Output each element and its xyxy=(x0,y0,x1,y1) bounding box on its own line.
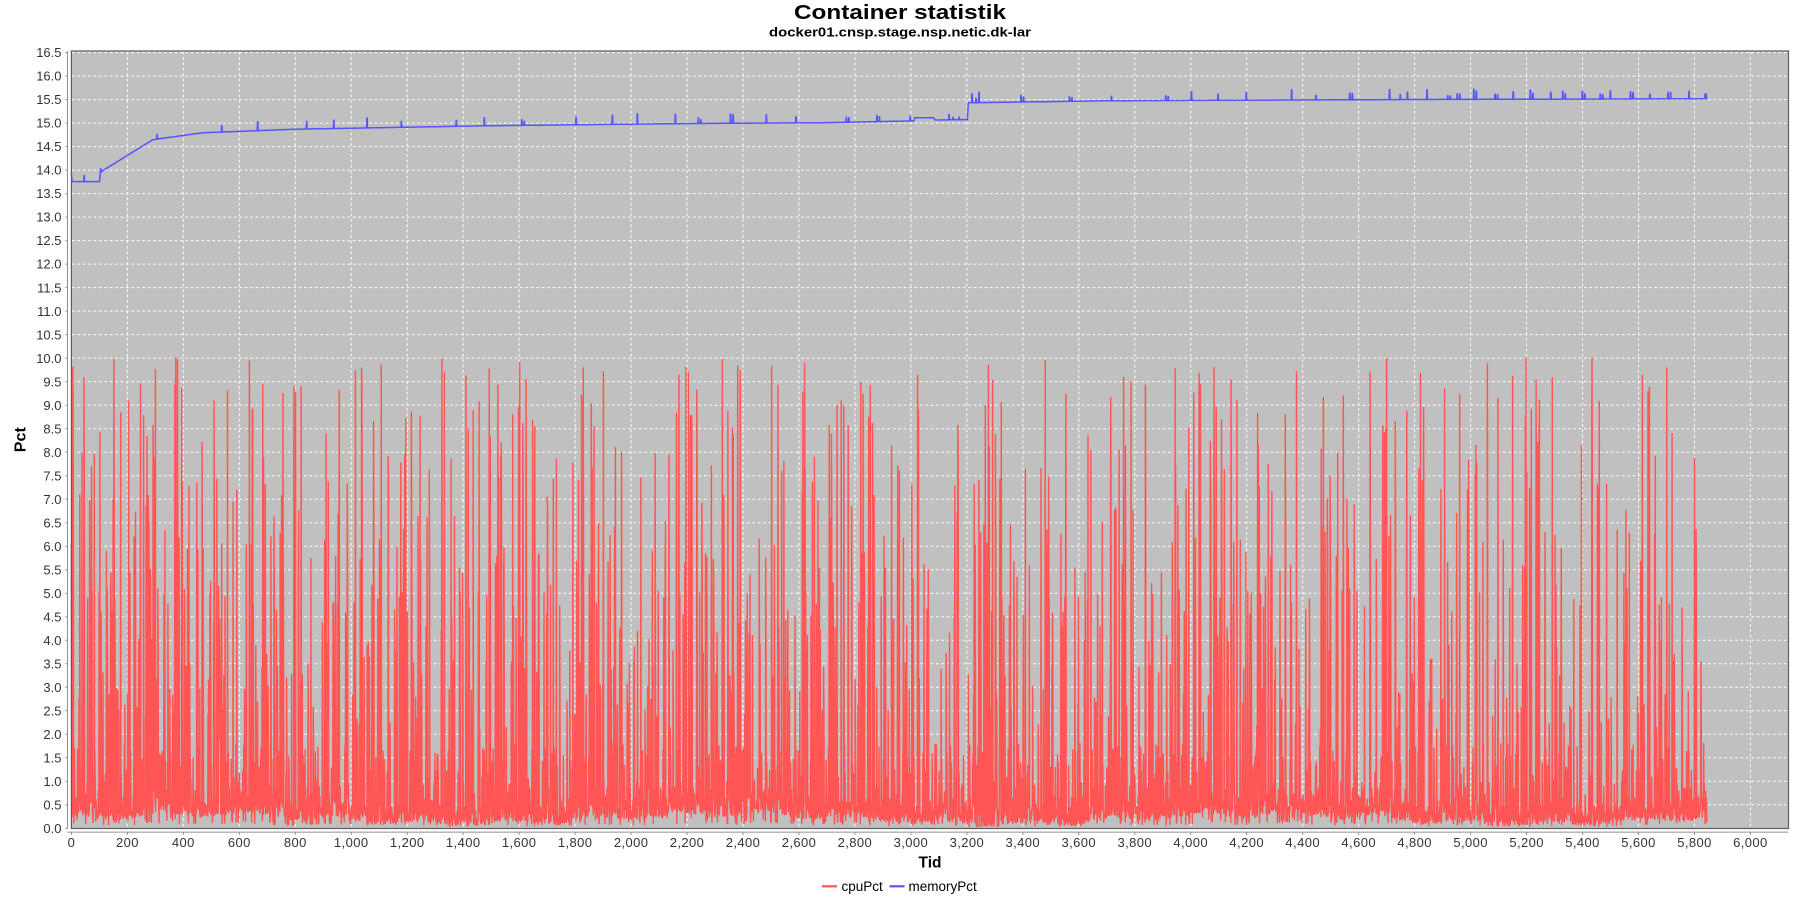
svg-text:9.5: 9.5 xyxy=(43,374,61,389)
svg-text:2,200: 2,200 xyxy=(670,835,705,850)
svg-text:docker01.cnsp.stage.nsp.netic.: docker01.cnsp.stage.nsp.netic.dk-lar xyxy=(769,25,1031,40)
svg-text:1.5: 1.5 xyxy=(43,750,61,765)
svg-text:4,400: 4,400 xyxy=(1285,835,1320,850)
svg-text:12.5: 12.5 xyxy=(36,233,61,248)
svg-text:3.5: 3.5 xyxy=(43,656,61,671)
svg-text:2,000: 2,000 xyxy=(614,835,649,850)
svg-text:1,600: 1,600 xyxy=(502,835,537,850)
svg-text:6.5: 6.5 xyxy=(43,515,61,530)
svg-text:2,600: 2,600 xyxy=(782,835,817,850)
svg-text:14.0: 14.0 xyxy=(36,163,61,178)
svg-text:3,600: 3,600 xyxy=(1062,835,1097,850)
svg-text:10.5: 10.5 xyxy=(36,327,61,342)
svg-text:200: 200 xyxy=(116,835,139,850)
svg-text:1,800: 1,800 xyxy=(558,835,593,850)
svg-text:3,200: 3,200 xyxy=(950,835,985,850)
svg-text:5.0: 5.0 xyxy=(43,586,61,601)
svg-text:2,800: 2,800 xyxy=(838,835,873,850)
svg-text:13.0: 13.0 xyxy=(36,210,61,225)
svg-text:6.0: 6.0 xyxy=(43,539,61,554)
svg-text:11.0: 11.0 xyxy=(37,304,61,319)
svg-text:5,000: 5,000 xyxy=(1453,835,1488,850)
svg-text:10.0: 10.0 xyxy=(36,351,61,366)
svg-text:cpuPct: cpuPct xyxy=(842,879,884,894)
svg-text:7.0: 7.0 xyxy=(43,492,61,507)
svg-text:15.5: 15.5 xyxy=(36,92,61,107)
svg-text:Container statistik: Container statistik xyxy=(794,2,1007,24)
svg-text:1,000: 1,000 xyxy=(334,835,369,850)
svg-text:1.0: 1.0 xyxy=(43,774,61,789)
svg-text:15.0: 15.0 xyxy=(36,116,61,131)
svg-text:5,800: 5,800 xyxy=(1677,835,1712,850)
svg-text:4,000: 4,000 xyxy=(1173,835,1208,850)
svg-text:8.5: 8.5 xyxy=(43,421,61,436)
svg-text:4,200: 4,200 xyxy=(1229,835,1264,850)
svg-text:16.0: 16.0 xyxy=(36,69,61,84)
svg-text:4.0: 4.0 xyxy=(43,633,61,648)
svg-text:Tid: Tid xyxy=(919,855,942,872)
svg-text:Pct: Pct xyxy=(13,427,30,452)
svg-text:5,600: 5,600 xyxy=(1621,835,1656,850)
svg-text:11.5: 11.5 xyxy=(37,280,61,295)
svg-text:4,600: 4,600 xyxy=(1341,835,1376,850)
svg-text:8.0: 8.0 xyxy=(43,445,61,460)
svg-text:4.5: 4.5 xyxy=(43,609,61,624)
svg-text:3,400: 3,400 xyxy=(1006,835,1041,850)
svg-text:6,000: 6,000 xyxy=(1733,835,1768,850)
svg-text:3,800: 3,800 xyxy=(1118,835,1153,850)
svg-text:2.0: 2.0 xyxy=(43,727,61,742)
svg-text:16.5: 16.5 xyxy=(36,45,61,60)
svg-text:3,000: 3,000 xyxy=(894,835,929,850)
svg-text:4,800: 4,800 xyxy=(1397,835,1432,850)
svg-text:5,400: 5,400 xyxy=(1565,835,1600,850)
svg-text:600: 600 xyxy=(228,835,251,850)
svg-text:0: 0 xyxy=(68,835,76,850)
svg-text:1,400: 1,400 xyxy=(446,835,481,850)
svg-text:memoryPct: memoryPct xyxy=(909,879,978,894)
svg-text:0.0: 0.0 xyxy=(43,821,61,836)
svg-text:0.5: 0.5 xyxy=(43,797,61,812)
svg-text:7.5: 7.5 xyxy=(43,468,61,483)
svg-text:9.0: 9.0 xyxy=(43,398,61,413)
svg-text:5,200: 5,200 xyxy=(1509,835,1544,850)
svg-text:2.5: 2.5 xyxy=(43,703,61,718)
svg-text:800: 800 xyxy=(284,835,307,850)
svg-text:14.5: 14.5 xyxy=(36,139,61,154)
svg-text:3.0: 3.0 xyxy=(43,680,61,695)
svg-text:5.5: 5.5 xyxy=(43,562,61,577)
svg-text:12.0: 12.0 xyxy=(36,257,61,272)
svg-text:13.5: 13.5 xyxy=(36,186,61,201)
svg-text:400: 400 xyxy=(172,835,195,850)
svg-text:1,200: 1,200 xyxy=(390,835,425,850)
svg-text:2,400: 2,400 xyxy=(726,835,761,850)
